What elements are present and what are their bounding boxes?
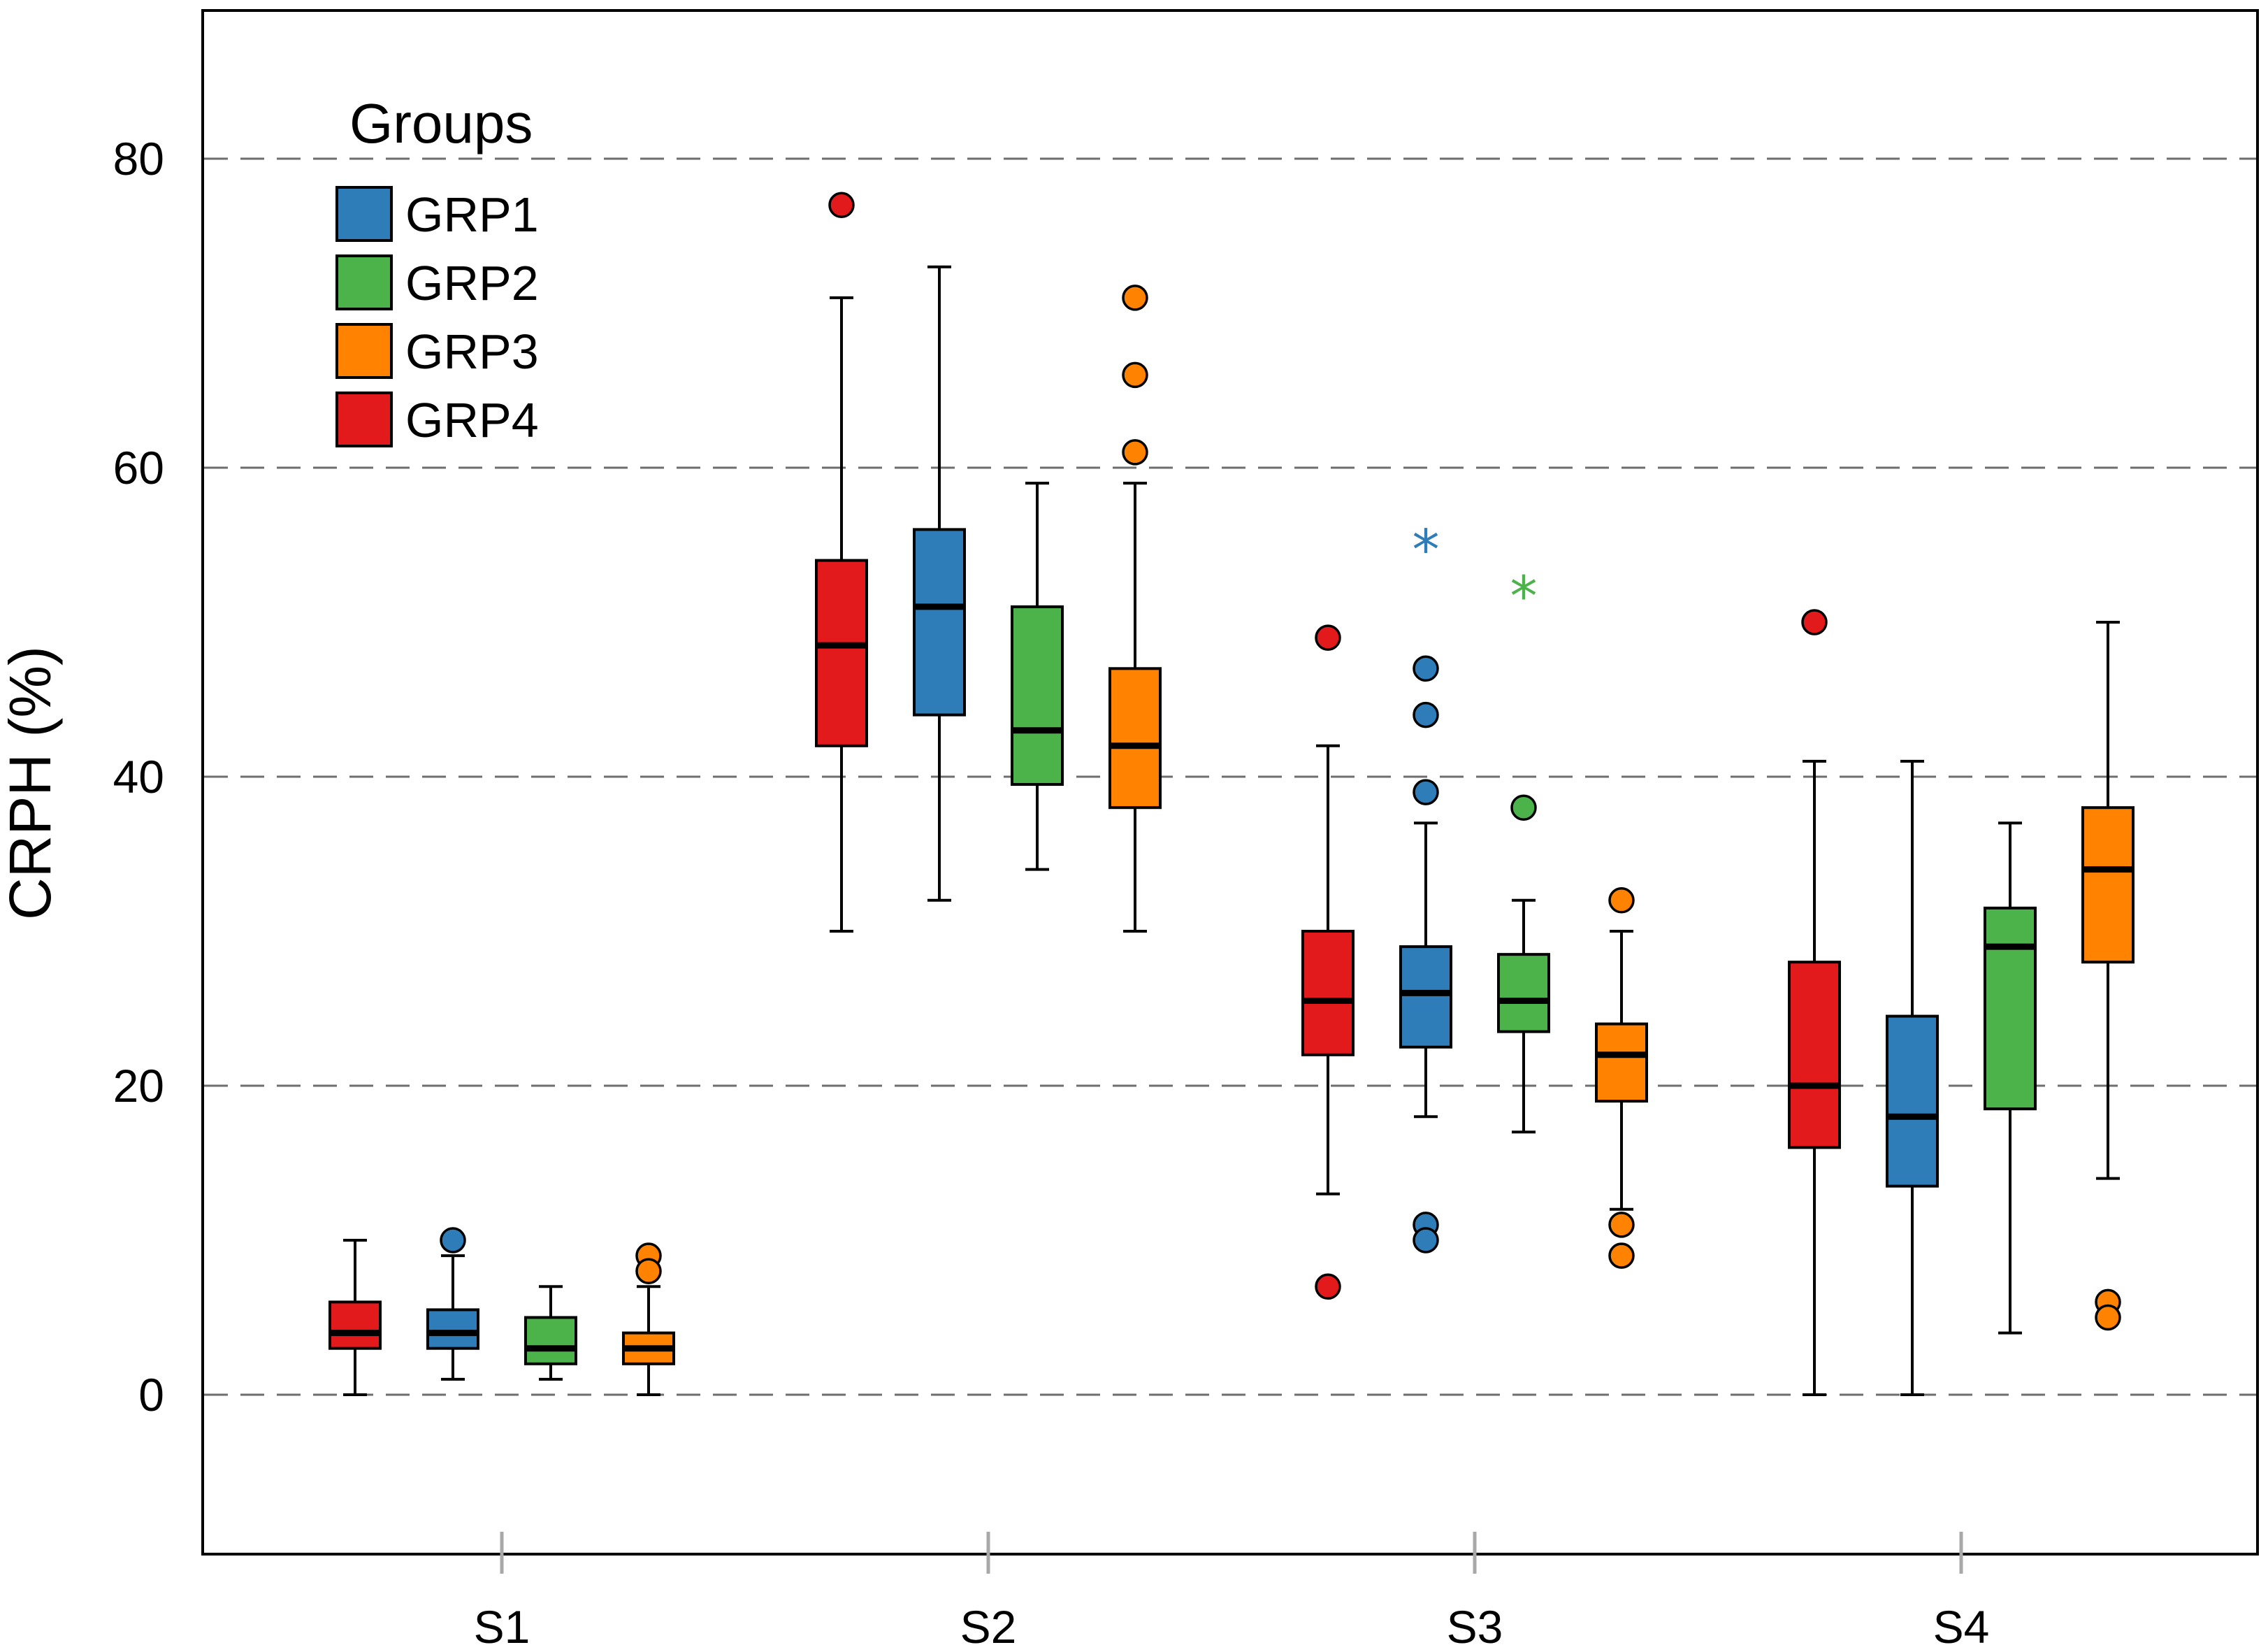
y-tick-label: 80 [113,133,164,185]
y-tick-label: 60 [113,442,164,494]
y-axis: 0 20 40 60 80 [113,133,164,1421]
plot-frame [201,9,2259,1556]
box-s3-grp4 [1301,624,1355,1300]
iqr-box [1108,667,1162,810]
outlier-point [1413,655,1439,682]
legend-title: Groups [349,92,533,155]
legend-swatch [335,392,393,447]
box-s1-grp1 [426,1227,479,1381]
box-s4-grp1 [1886,759,1939,1396]
x-tick-label-s4: S4 [1933,1601,1990,1652]
outlier-point [1413,779,1439,805]
box-s4-grp3 [2081,621,2135,1331]
legend-entry-grp2: GRP2 [335,254,539,310]
outlier-point [1510,794,1537,821]
box-s1-grp4 [328,1239,382,1396]
outlier-point [828,192,855,219]
iqr-box [1886,1014,1939,1188]
y-tick-label: 0 [138,1369,164,1421]
iqr-box [426,1308,479,1350]
iqr-box [1011,605,1064,787]
extreme-outlier-point: * [1510,566,1538,629]
y-tick-label: 20 [113,1060,164,1112]
iqr-box [1497,953,1550,1033]
outlier-point [1122,439,1148,466]
iqr-box [2081,806,2135,964]
outlier-point [1413,701,1439,728]
iqr-box [1788,961,1841,1149]
box-s2-grp1 [913,265,966,902]
iqr-box [1399,945,1452,1049]
box-s4-grp2 [1984,821,2037,1335]
iqr-box [815,559,868,747]
iqr-box [1301,930,1355,1056]
outlier-point [1315,1273,1341,1300]
outlier-point [1315,624,1341,651]
legend-entry-grp3: GRP3 [335,323,539,379]
legend-label: GRP3 [405,324,539,379]
iqr-box [913,528,966,717]
box-s1-grp2 [524,1285,577,1381]
box-s3-grp3 [1595,887,1648,1269]
outlier-point [1608,1242,1635,1269]
iqr-box [524,1316,577,1365]
box-s2-grp3 [1108,285,1162,933]
iqr-box [1984,906,2037,1111]
outlier-point [1413,1227,1439,1254]
legend-label: GRP2 [405,256,539,310]
box-s3-grp2: * [1497,566,1550,1134]
legend-entries: GRP1 GRP2 GRP3 GRP4 [335,186,539,447]
legend-entry-grp4: GRP4 [335,392,539,447]
x-tick-label-s3: S3 [1447,1601,1503,1652]
box-s1-grp3 [622,1242,675,1396]
box-series: ** [328,192,2135,1396]
legend-label: GRP1 [405,187,539,242]
outlier-point [1122,361,1148,389]
outlier-point [440,1227,466,1254]
outlier-point [635,1258,662,1284]
x-axis: S1 S2 S3 S4 [474,1532,1990,1652]
outlier-point [2095,1304,2121,1331]
x-tick-label-s1: S1 [474,1601,530,1652]
x-tick-label-s2: S2 [960,1601,1017,1652]
iqr-box [328,1300,382,1350]
extreme-outlier-point: * [1413,519,1440,582]
outlier-point [1608,887,1635,914]
legend: Groups GRP1 GRP2 GRP3 GRP4 [335,92,539,447]
legend-swatch [335,323,393,379]
y-axis-title: CRPH (%) [0,646,63,920]
outlier-point [1801,609,1828,635]
legend-entry-grp1: GRP1 [335,186,539,242]
legend-swatch [335,186,393,242]
iqr-box [1595,1022,1648,1103]
outlier-point [1122,285,1148,311]
legend-swatch [335,254,393,310]
y-tick-label: 40 [113,751,164,803]
box-s2-grp2 [1011,482,1064,871]
box-s4-grp4 [1788,609,1841,1396]
box-s2-grp4 [815,192,868,933]
outlier-point [1608,1212,1635,1238]
box-s3-grp1: * [1399,519,1452,1254]
legend-label: GRP4 [405,393,539,447]
